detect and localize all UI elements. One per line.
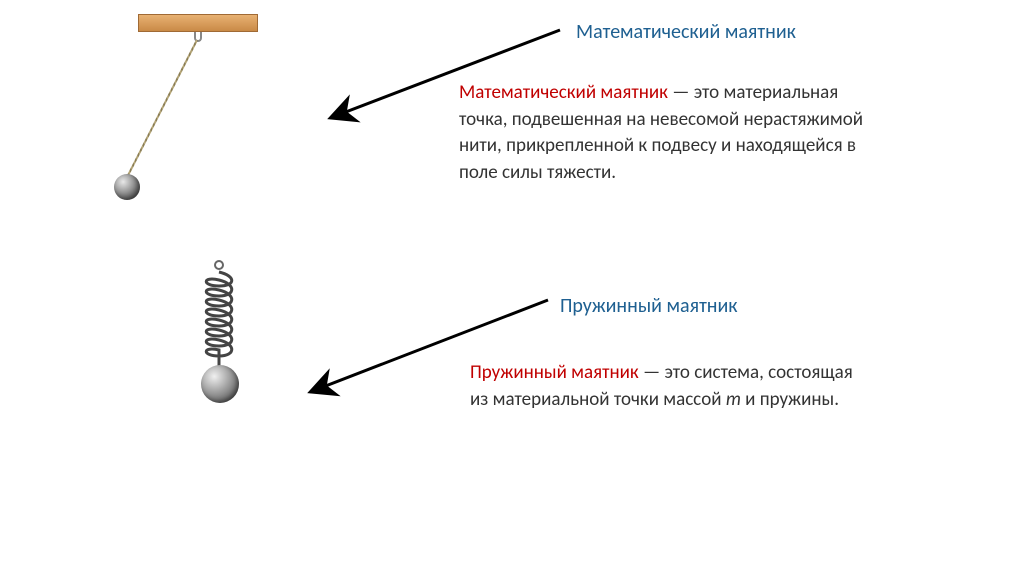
heading-spring-pendulum: Пружинный маятник bbox=[560, 294, 738, 318]
definition-simple-pendulum: Математический маятник — это материальна… bbox=[459, 80, 879, 186]
heading-simple-pendulum: Математический маятник bbox=[576, 20, 796, 44]
support-bar bbox=[138, 14, 258, 32]
term-spring-pendulum: Пружинный маятник bbox=[470, 361, 639, 384]
pendulum-bob bbox=[114, 174, 140, 200]
simple-pendulum-diagram bbox=[108, 14, 268, 234]
definition-spring-pendulum: Пружинный маятник — это система, состоящ… bbox=[470, 360, 870, 413]
spring-icon bbox=[196, 270, 242, 370]
pendulum-string bbox=[126, 40, 198, 179]
term-simple-pendulum: Математический маятник bbox=[459, 81, 668, 104]
definition-text-2b: и пружины. bbox=[741, 388, 839, 411]
spring-pendulum-diagram bbox=[188, 260, 258, 430]
mass-symbol: m bbox=[726, 388, 741, 411]
spring-pendulum-bob bbox=[201, 365, 239, 403]
hook-icon bbox=[214, 260, 224, 270]
